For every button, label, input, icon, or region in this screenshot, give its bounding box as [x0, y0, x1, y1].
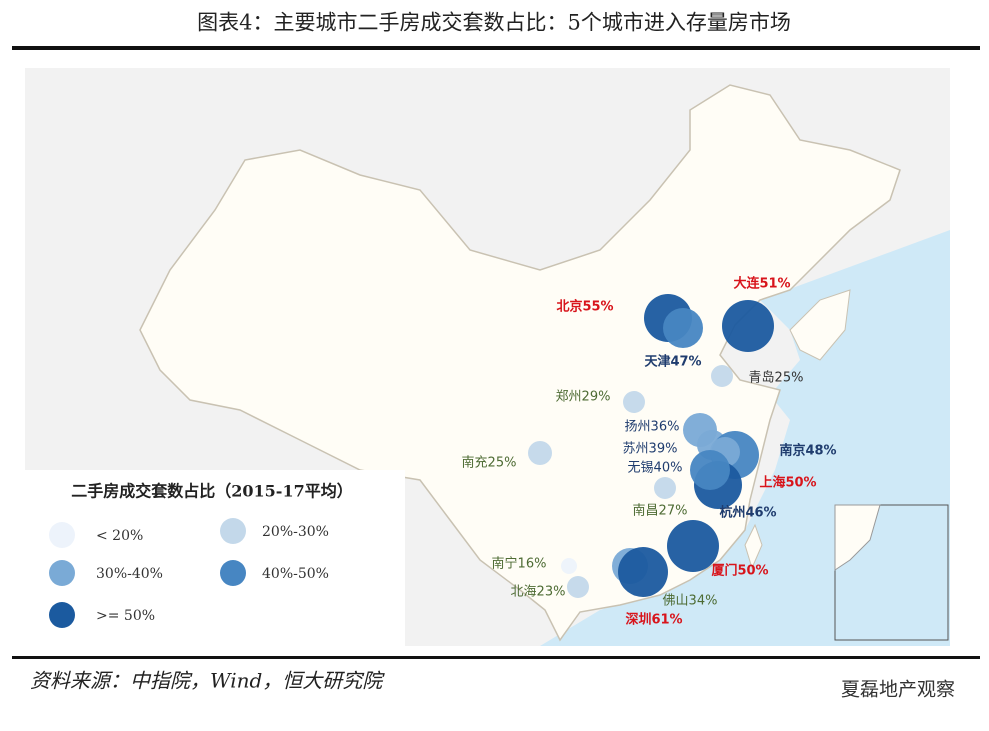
city-label: 南充25%	[462, 455, 517, 471]
legend-swatch	[49, 522, 75, 548]
city-label: 北京55%	[556, 299, 613, 315]
city-label: 南昌27%	[633, 503, 688, 519]
city-label: 无锡40%	[628, 461, 683, 476]
title: 图表4：主要城市二手房成交套数占比：5个城市进入存量房市场	[197, 11, 791, 35]
city-label: 深圳61%	[625, 612, 682, 628]
city-bubble	[667, 520, 719, 572]
legend-swatch	[49, 602, 75, 628]
legend-label: 30%-40%	[96, 566, 163, 582]
inset-land	[834, 504, 881, 571]
city-bubble	[711, 365, 733, 387]
footer-rule	[12, 656, 980, 659]
city-bubble	[567, 576, 589, 598]
source: 资料来源：中指院，Wind，恒大研究院	[30, 669, 385, 693]
city-label: 大连51%	[733, 276, 790, 292]
city-label: 杭州46%	[719, 505, 776, 521]
city-bubble	[618, 547, 668, 597]
legend-label: 40%-50%	[262, 566, 329, 582]
city-bubble	[561, 558, 577, 574]
city-bubble	[654, 477, 676, 499]
city-bubble	[690, 450, 730, 490]
legend-swatch	[220, 560, 246, 586]
legend-swatch	[49, 560, 75, 586]
city-bubble	[623, 391, 645, 413]
city-label: 苏州39%	[623, 441, 678, 457]
legend-label: < 20%	[96, 528, 143, 544]
city-label: 南宁16%	[492, 556, 547, 572]
legend-label: 20%-30%	[262, 524, 329, 540]
city-label: 天津47%	[644, 354, 701, 370]
city-label: 厦门50%	[711, 563, 768, 579]
watermark: 夏磊地产观察	[841, 679, 955, 701]
city-label: 青岛25%	[749, 370, 804, 386]
korea-outline	[789, 289, 851, 361]
legend-title: 二手房成交套数占比（2015-17平均）	[71, 482, 352, 501]
title-rule	[12, 46, 980, 50]
city-bubble	[528, 441, 552, 465]
legend-label: >= 50%	[96, 608, 155, 624]
city-label: 上海50%	[759, 475, 816, 491]
city-label: 北海23%	[511, 585, 566, 600]
city-label: 郑州29%	[556, 390, 611, 405]
legend-box	[25, 470, 405, 646]
taiwan-outline	[744, 523, 763, 570]
city-label: 扬州36%	[625, 420, 680, 435]
city-label: 南京48%	[779, 443, 836, 459]
city-bubble	[722, 300, 774, 352]
city-label: 佛山34%	[663, 594, 718, 609]
legend-swatch	[220, 518, 246, 544]
city-bubble	[663, 308, 703, 348]
